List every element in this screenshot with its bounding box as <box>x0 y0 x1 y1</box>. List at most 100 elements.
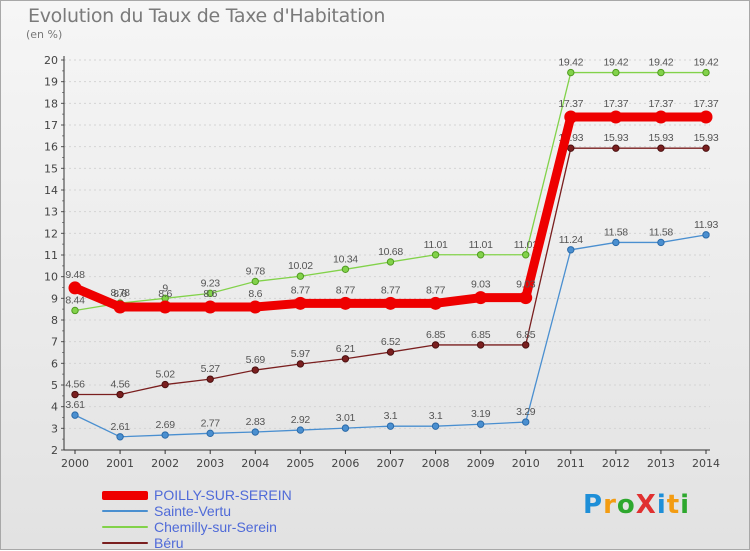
data-label: 8.6 <box>158 288 172 300</box>
series-poilly-sur-serein: 9.48 8.6 8.6 8.6 8.6 8.77 8.77 8.77 8.77 9.03 9.03… <box>65 98 719 314</box>
y-tick-label: 16 <box>44 141 58 154</box>
data-label: 9.23 <box>201 277 221 289</box>
y-tick-label: 5 <box>51 379 58 392</box>
data-point <box>341 265 350 273</box>
data-label: 8.6 <box>248 288 262 300</box>
data-label: 2.61 <box>110 421 130 433</box>
legend-swatch <box>102 510 148 512</box>
brand-letter: i <box>680 490 691 520</box>
legend-item: POILLY-SUR-SEREIN <box>102 487 292 503</box>
data-label: 3.61 <box>65 399 85 411</box>
data-point <box>71 411 79 419</box>
legend-swatch <box>102 526 148 528</box>
legend-label: Chemilly-sur-Serein <box>154 519 277 535</box>
data-point <box>429 296 443 310</box>
data-label: 6.21 <box>336 343 356 355</box>
data-label: 5.97 <box>291 348 311 360</box>
y-tick-label: 13 <box>44 206 58 219</box>
data-label: 11.01 <box>514 239 538 251</box>
data-label: 8.6 <box>113 288 127 300</box>
data-point <box>476 420 485 428</box>
y-tick-label: 12 <box>44 227 58 240</box>
y-tick-label: 20 <box>44 54 58 67</box>
data-point <box>338 296 352 310</box>
data-point <box>702 144 710 152</box>
data-point <box>251 277 259 286</box>
data-point <box>431 341 440 349</box>
series-b-ru: 4.56 4.56 5.02 5.27 5.69 5.97 6.21 6.52 6.85 6.85… <box>65 132 719 399</box>
data-point <box>702 231 710 239</box>
data-label: 10.68 <box>378 246 403 258</box>
data-point <box>161 380 169 389</box>
x-tick-label: 2014 <box>692 457 720 470</box>
data-label: 9 <box>162 282 168 294</box>
data-label: 15.93 <box>603 132 628 144</box>
data-label: 4.56 <box>65 379 85 391</box>
y-tick-label: 15 <box>44 162 58 175</box>
data-label: 3.29 <box>516 406 536 418</box>
data-label: 19.42 <box>558 57 583 69</box>
data-label: 15.93 <box>694 132 719 144</box>
data-label: 10.02 <box>288 260 313 272</box>
data-label: 17.37 <box>558 98 583 110</box>
data-point <box>386 422 395 430</box>
data-point <box>522 251 530 259</box>
data-point <box>251 366 259 374</box>
data-point <box>161 431 169 439</box>
legend-label: Béru <box>154 535 184 551</box>
data-label: 6.85 <box>471 329 491 341</box>
data-label: 9.78 <box>246 265 266 277</box>
data-label: 11.58 <box>604 226 628 238</box>
data-point <box>203 300 217 314</box>
data-point <box>567 246 575 254</box>
data-point <box>68 281 82 295</box>
brand-letter: P <box>583 490 604 520</box>
data-point <box>657 68 665 77</box>
data-label: 19.42 <box>603 57 628 69</box>
data-point <box>341 355 350 363</box>
data-point <box>71 390 79 399</box>
data-label: 8.44 <box>65 294 85 306</box>
x-tick-label: 2005 <box>286 457 314 470</box>
x-tick-label: 2008 <box>422 457 450 470</box>
data-point <box>248 300 262 314</box>
y-tick-label: 7 <box>51 336 58 349</box>
data-point <box>296 360 305 368</box>
y-tick-label: 6 <box>51 357 58 370</box>
data-label: 3.1 <box>429 410 443 422</box>
x-tick-label: 2006 <box>331 457 359 470</box>
data-label: 5.69 <box>246 354 266 366</box>
data-point <box>612 144 620 152</box>
y-tick-label: 18 <box>44 97 58 110</box>
data-point <box>519 291 533 305</box>
data-label: 2.77 <box>201 417 221 429</box>
series-chemilly-sur-serein: 8.44 8.78 9 9.23 9.78 10.02 10.34 10.68 11.01 11.… <box>65 57 719 315</box>
data-point <box>612 68 620 77</box>
data-label: 11.58 <box>649 226 673 238</box>
data-label: 2.69 <box>156 419 176 431</box>
data-label: 15.93 <box>649 132 674 144</box>
x-tick-label: 2003 <box>196 457 224 470</box>
data-label: 11.01 <box>424 239 448 251</box>
data-label: 11.93 <box>694 219 718 231</box>
y-tick-label: 17 <box>44 119 58 132</box>
legend-item: Sainte-Vertu <box>102 503 231 519</box>
data-point <box>113 300 127 314</box>
data-point <box>699 110 713 124</box>
data-point <box>702 68 710 77</box>
x-tick-label: 2009 <box>467 457 495 470</box>
data-label: 2.92 <box>291 414 311 426</box>
data-point <box>293 296 307 310</box>
data-point <box>341 424 350 432</box>
data-point <box>654 110 668 124</box>
data-point <box>116 433 124 441</box>
data-label: 8.77 <box>291 284 311 296</box>
y-tick-label: 10 <box>44 271 58 284</box>
data-point <box>474 291 488 305</box>
data-point <box>567 68 575 77</box>
y-tick-label: 4 <box>51 401 58 414</box>
unit-label: (en %) <box>26 28 63 41</box>
data-label: 9.03 <box>516 279 536 291</box>
